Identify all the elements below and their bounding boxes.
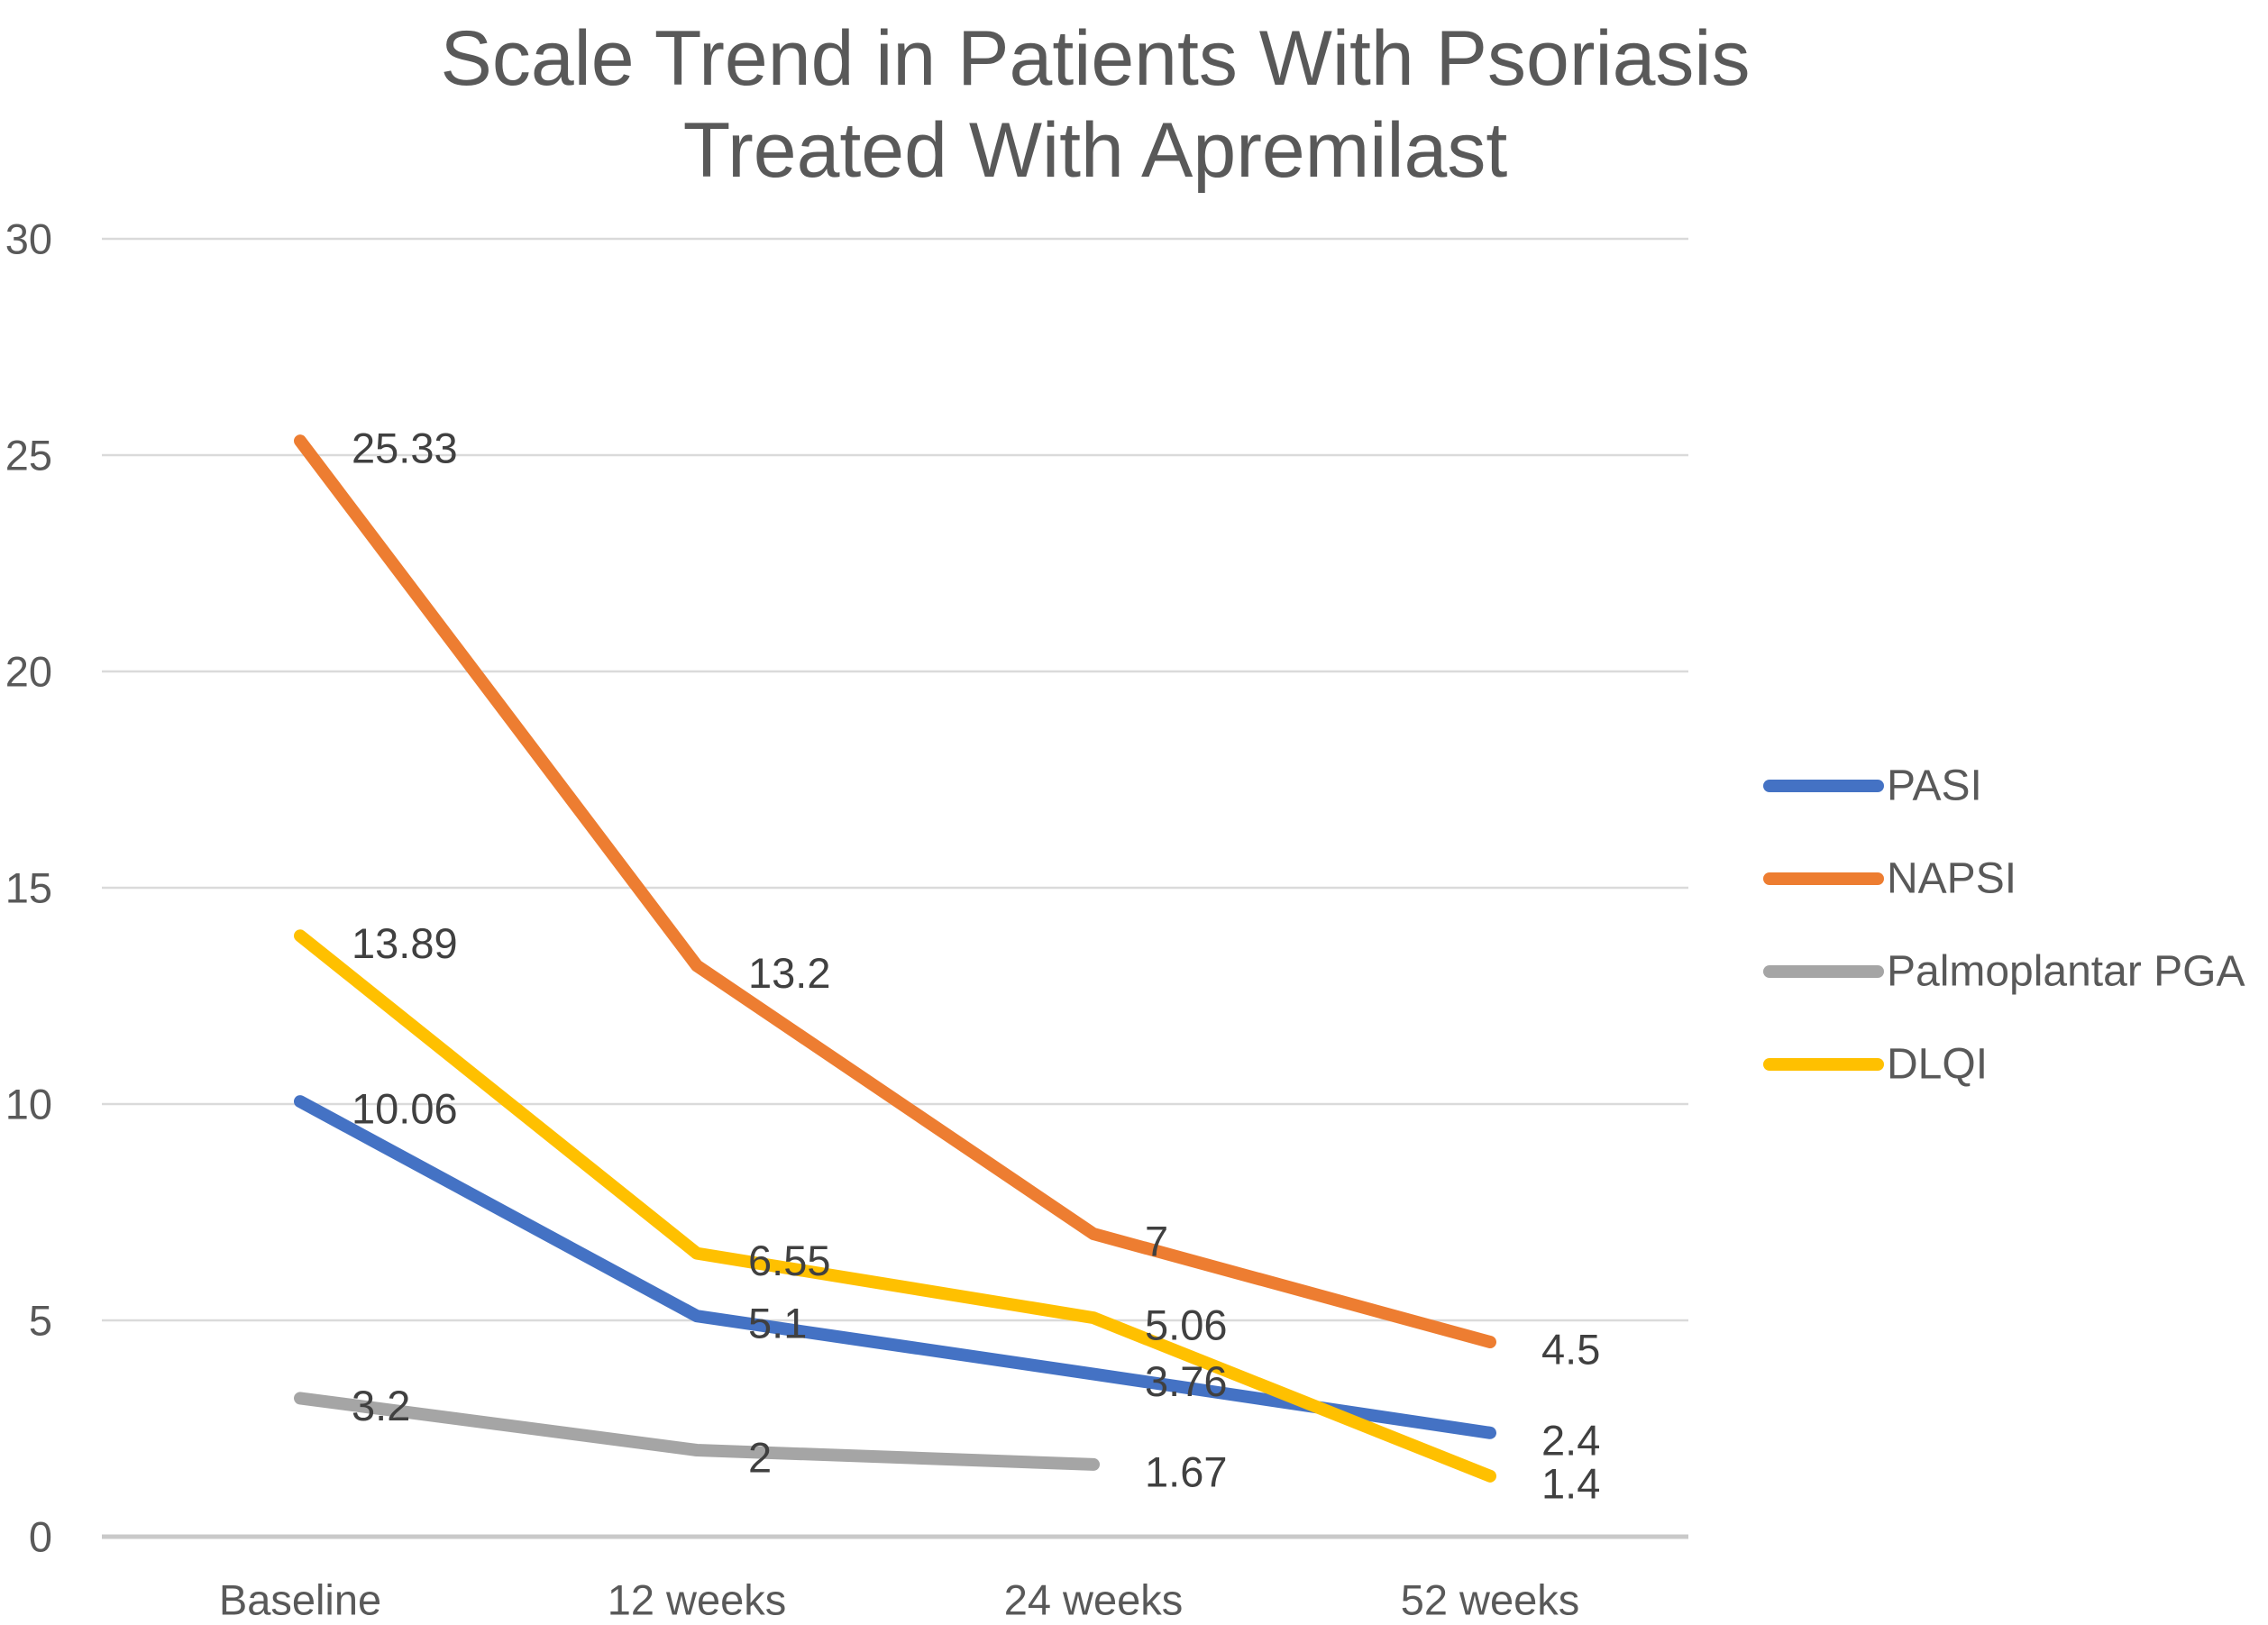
data-label-dlqi-24-weeks: 5.06: [1145, 1301, 1227, 1349]
chart-title-line2: Treated With Apremilast: [683, 107, 1508, 194]
series-line-napsi: [294, 434, 1496, 1348]
data-label-napsi-24-weeks: 7: [1145, 1218, 1168, 1265]
data-label-pasi-12-weeks: 5.1: [748, 1300, 807, 1347]
y-tick-label-15: 15: [5, 864, 52, 912]
y-tick-label-20: 20: [5, 648, 52, 696]
data-label-napsi-52-weeks: 4.5: [1541, 1326, 1600, 1374]
y-tick-label-10: 10: [5, 1081, 52, 1128]
x-axis-tick-labels: Baseline 12 weeks 24 weeks 52 weeks: [219, 1576, 1579, 1624]
data-label-palmoplantar-pga-24-weeks: 1.67: [1145, 1447, 1227, 1495]
legend-label-napsi: NAPSI: [1887, 855, 2017, 903]
data-labels: 10.06 5.1 3.76 2.4 25.33 13.2 7 4.5 3.2 2 1.67 13.8…: [352, 425, 1600, 1508]
data-label-dlqi-12-weeks: 6.55: [748, 1237, 830, 1284]
series-lines: [294, 434, 1496, 1483]
legend: PASI NAPSI Palmoplantar PGA DLQI: [1763, 762, 2245, 1089]
y-tick-label-30: 30: [5, 215, 52, 263]
gridlines: [102, 237, 1688, 1539]
y-tick-label-5: 5: [29, 1297, 52, 1345]
x-tick-label-24-weeks: 24 weeks: [1004, 1576, 1184, 1624]
data-label-napsi-baseline: 25.33: [352, 425, 458, 472]
data-label-pasi-52-weeks: 2.4: [1541, 1416, 1600, 1464]
series-line-palmoplantar-pga: [294, 1392, 1100, 1471]
series-line-dlqi: [294, 929, 1496, 1483]
x-tick-label-baseline: Baseline: [219, 1576, 381, 1624]
x-tick-label-52-weeks: 52 weeks: [1401, 1576, 1580, 1624]
legend-label-pasi: PASI: [1887, 762, 1982, 810]
data-label-palmoplantar-pga-baseline: 3.2: [352, 1382, 410, 1429]
data-label-pasi-24-weeks: 3.76: [1145, 1357, 1227, 1405]
chart-title-line1: Scale Trend in Patients With Psoriasis: [440, 15, 1750, 102]
legend-label-palmoplantar-pga: Palmoplantar PGA: [1887, 948, 2245, 996]
data-label-napsi-12-weeks: 13.2: [748, 949, 830, 997]
y-axis-tick-labels: 0 5 10 15 20 25 30: [5, 215, 52, 1561]
legend-label-dlqi: DLQI: [1887, 1041, 1988, 1089]
y-tick-label-25: 25: [5, 432, 52, 479]
data-label-pasi-baseline: 10.06: [352, 1085, 458, 1133]
series-line-pasi: [294, 1095, 1496, 1439]
y-tick-label-0: 0: [29, 1513, 52, 1561]
data-label-dlqi-baseline: 13.89: [352, 919, 458, 967]
x-tick-label-12-weeks: 12 weeks: [608, 1576, 787, 1624]
data-label-palmoplantar-pga-12-weeks: 2: [748, 1434, 772, 1482]
data-label-dlqi-52-weeks: 1.4: [1541, 1459, 1600, 1507]
